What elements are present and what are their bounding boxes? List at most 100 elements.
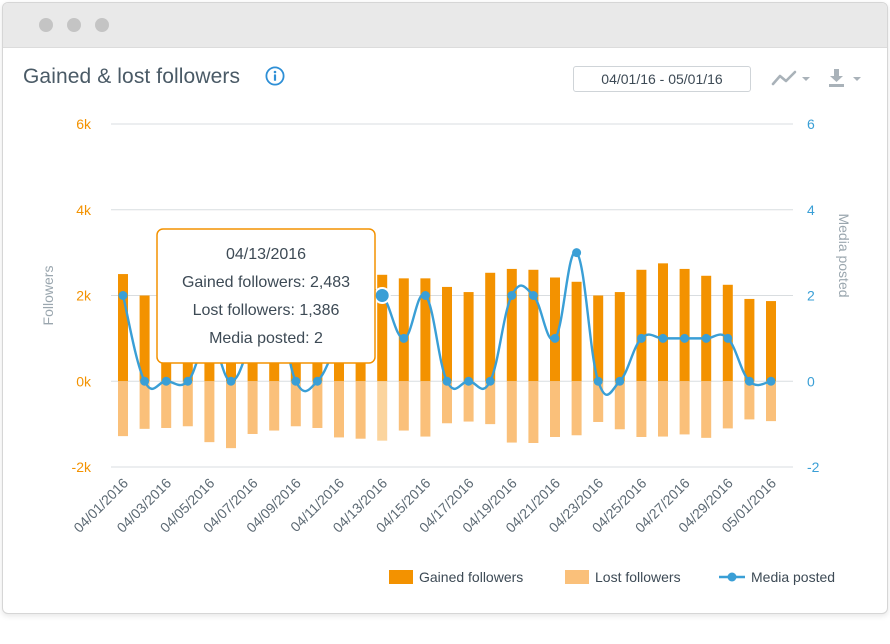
media-point[interactable]	[399, 333, 409, 343]
media-point[interactable]	[226, 376, 236, 386]
minimize-window-button[interactable]	[67, 18, 81, 32]
media-point[interactable]	[572, 248, 582, 258]
lost-bar[interactable]	[355, 381, 366, 439]
gained-bar[interactable]	[442, 286, 452, 382]
lost-bar[interactable]	[442, 381, 452, 424]
lost-bar[interactable]	[679, 381, 690, 435]
media-point[interactable]	[118, 291, 128, 300]
gained-bar[interactable]	[528, 269, 539, 382]
lost-bar[interactable]	[312, 381, 323, 428]
y2-tick-label: -2	[807, 459, 820, 475]
zoom-window-button[interactable]	[95, 18, 109, 32]
lost-bar[interactable]	[528, 381, 539, 443]
media-point[interactable]	[701, 333, 711, 343]
media-point[interactable]	[291, 376, 301, 386]
lost-bar[interactable]	[701, 381, 712, 438]
lost-bar[interactable]	[226, 381, 236, 449]
media-point[interactable]	[615, 376, 625, 386]
lost-bar[interactable]	[161, 381, 172, 428]
lost-bar[interactable]	[614, 381, 625, 430]
gained-bar[interactable]	[420, 278, 431, 382]
gained-bar[interactable]	[139, 295, 150, 382]
gained-bar[interactable]	[766, 301, 776, 382]
lost-bar[interactable]	[550, 381, 560, 437]
y2-tick-label: 4	[807, 202, 815, 218]
gained-bar[interactable]	[571, 281, 582, 382]
lost-bar[interactable]	[463, 381, 474, 422]
lost-bar[interactable]	[204, 381, 215, 443]
media-point[interactable]	[161, 376, 171, 386]
close-window-button[interactable]	[39, 18, 53, 32]
lost-bar[interactable]	[744, 381, 755, 420]
legend-item-media[interactable]: Media posted	[719, 569, 835, 585]
media-point[interactable]	[507, 291, 517, 300]
media-point[interactable]	[528, 291, 538, 300]
gained-bar[interactable]	[614, 292, 625, 382]
media-point[interactable]	[550, 333, 560, 343]
info-icon[interactable]	[265, 66, 285, 86]
lost-bar[interactable]	[182, 381, 193, 427]
media-point[interactable]	[485, 376, 495, 386]
lost-bar[interactable]	[506, 381, 517, 443]
chart-type-button[interactable]	[771, 68, 813, 88]
legend-label-gained: Gained followers	[419, 569, 523, 585]
lost-bar[interactable]	[636, 381, 647, 437]
lost-bar[interactable]	[269, 381, 280, 431]
media-point[interactable]	[464, 376, 474, 386]
gained-bar[interactable]	[550, 277, 560, 382]
legend-item-gained[interactable]: Gained followers	[389, 569, 523, 585]
download-button[interactable]	[827, 68, 865, 88]
tooltip-gained: Gained followers: 2,483	[182, 274, 350, 291]
media-point[interactable]	[593, 376, 603, 386]
lost-bar[interactable]	[334, 381, 344, 438]
media-point[interactable]	[140, 376, 150, 386]
gained-bar[interactable]	[744, 298, 755, 382]
gained-bar[interactable]	[658, 263, 668, 382]
media-point[interactable]	[183, 376, 193, 386]
gained-bar[interactable]	[679, 268, 690, 382]
gained-bar[interactable]	[506, 268, 517, 382]
gained-bar[interactable]	[636, 269, 647, 382]
chart-header: Gained & lost followers 04/01/16 - 05/01…	[3, 48, 887, 108]
media-point[interactable]	[420, 291, 430, 300]
legend-swatch-gained	[389, 570, 413, 584]
y-tick-label: 6k	[76, 116, 92, 132]
lost-bar[interactable]	[766, 381, 776, 422]
lost-bar[interactable]	[118, 381, 128, 437]
lost-bar[interactable]	[377, 381, 388, 441]
lost-bar[interactable]	[420, 381, 431, 437]
media-point[interactable]	[766, 376, 776, 386]
date-range-picker[interactable]: 04/01/16 - 05/01/16	[573, 66, 751, 92]
gained-bar[interactable]	[377, 274, 388, 382]
y2-axis-title: Media posted	[836, 213, 852, 297]
chart-title: Gained & lost followers	[23, 65, 241, 88]
media-point[interactable]	[723, 333, 733, 343]
legend-item-lost[interactable]: Lost followers	[565, 569, 681, 585]
media-point-highlight[interactable]	[373, 287, 391, 304]
gained-bar[interactable]	[463, 292, 474, 382]
gained-bar[interactable]	[722, 284, 733, 382]
lost-bar[interactable]	[593, 381, 604, 422]
media-point[interactable]	[658, 333, 668, 343]
media-point[interactable]	[312, 376, 322, 386]
lost-bar[interactable]	[485, 381, 496, 425]
y-tick-label: -2k	[72, 459, 92, 475]
media-point[interactable]	[744, 376, 754, 386]
gained-bar[interactable]	[485, 272, 496, 382]
gained-bar[interactable]	[118, 274, 128, 382]
lost-bar[interactable]	[398, 381, 409, 431]
lost-bar[interactable]	[139, 381, 150, 429]
lost-bar[interactable]	[722, 381, 733, 429]
gained-bar[interactable]	[593, 295, 604, 382]
media-point[interactable]	[636, 333, 646, 343]
lost-bar[interactable]	[247, 381, 258, 434]
gained-bar[interactable]	[701, 275, 712, 382]
lost-bar[interactable]	[571, 381, 582, 436]
y-tick-label: 4k	[76, 202, 92, 218]
lost-bar[interactable]	[658, 381, 668, 437]
window-titlebar	[3, 3, 887, 48]
gained-bar[interactable]	[398, 278, 409, 382]
media-point[interactable]	[680, 333, 690, 343]
lost-bar[interactable]	[290, 381, 301, 427]
media-point[interactable]	[442, 376, 452, 386]
